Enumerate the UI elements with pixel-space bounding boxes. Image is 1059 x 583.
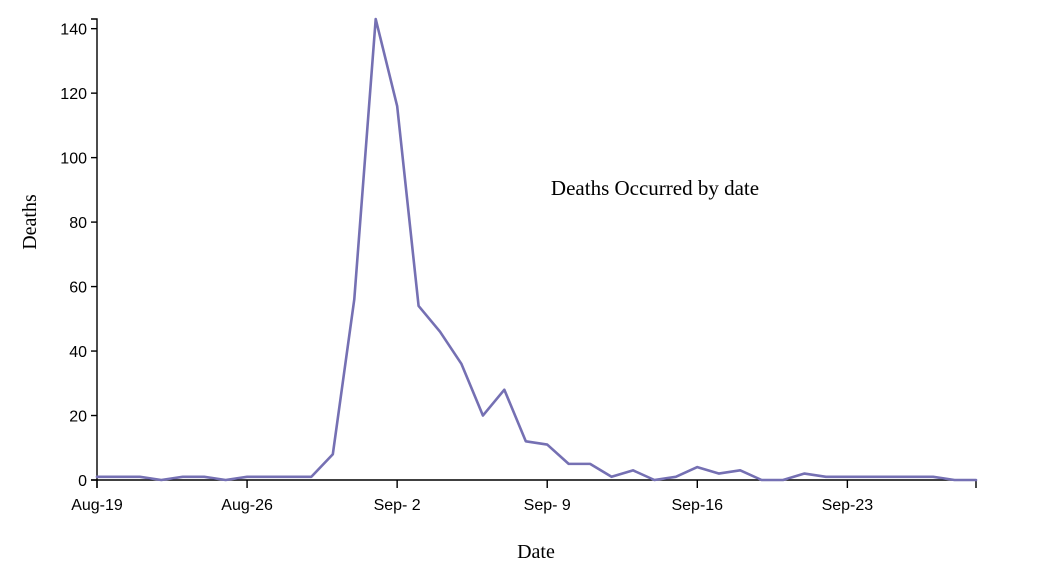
y-tick-label: 0 (78, 473, 87, 490)
x-axis: Aug-19 Aug-26 Sep- 2 Sep- 9 Sep-16 Sep-23 (71, 479, 977, 514)
y-tick-label: 40 (69, 344, 87, 361)
y-axis: 0 20 40 60 80 100 120 140 (60, 18, 98, 490)
x-tick-label: Sep-16 (671, 497, 723, 514)
x-tick-label: Aug-19 (71, 497, 123, 514)
y-tick-label: 120 (60, 86, 87, 103)
x-tick-label: Aug-26 (221, 497, 273, 514)
x-tick-label: Sep- 9 (524, 497, 571, 514)
chart-annotation: Deaths Occurred by date (551, 176, 759, 200)
x-axis-title: Date (517, 541, 555, 563)
series-line (95, 17, 978, 482)
y-axis-title: Deaths (19, 194, 41, 250)
series-layer (95, 17, 978, 482)
x-tick-label: Sep-23 (822, 497, 874, 514)
y-tick-label: 100 (60, 151, 87, 168)
y-tick-label: 60 (69, 280, 87, 297)
y-tick-label: 20 (69, 409, 87, 426)
x-axis-line (96, 479, 977, 488)
y-axis-line (91, 18, 98, 481)
x-tick-label: Sep- 2 (374, 497, 421, 514)
y-tick-label: 140 (60, 22, 87, 39)
y-tick-label: 80 (69, 215, 87, 232)
